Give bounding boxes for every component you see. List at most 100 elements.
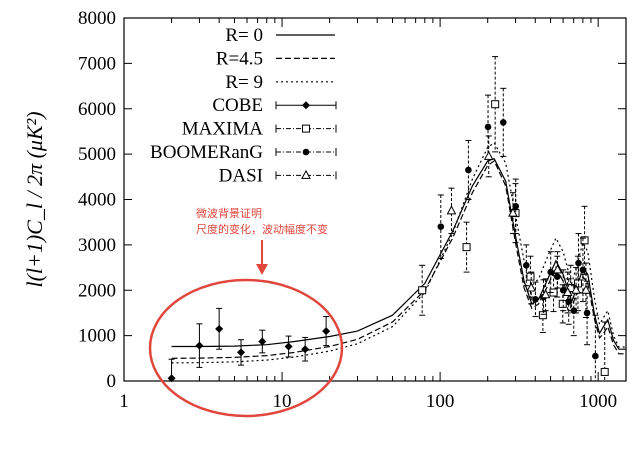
data-point-3-1 bbox=[195, 323, 204, 368]
data-point-6-2 bbox=[508, 192, 518, 235]
diamond-marker bbox=[301, 345, 310, 354]
circle-marker bbox=[523, 261, 530, 269]
data-point-3-5 bbox=[284, 335, 293, 358]
y-tick-label: 2000 bbox=[78, 280, 116, 301]
legend-entry-6: DASI bbox=[219, 165, 337, 186]
diamond-marker bbox=[215, 324, 224, 333]
curve-0 bbox=[171, 157, 626, 350]
data-point-6-0 bbox=[446, 187, 457, 235]
data-point-6-6 bbox=[562, 271, 573, 314]
legend-label: R= 0 bbox=[225, 25, 263, 46]
highlight-ellipse bbox=[148, 278, 344, 418]
diamond-marker bbox=[195, 341, 204, 350]
data-point-3-3 bbox=[237, 339, 246, 366]
y-tick-label: 3000 bbox=[78, 235, 116, 256]
legend-label: DASI bbox=[219, 165, 263, 186]
circle-marker bbox=[302, 148, 310, 156]
square-marker bbox=[538, 311, 547, 320]
legend-entry-2: R= 9 bbox=[225, 72, 335, 93]
data-point-5-5 bbox=[523, 244, 530, 287]
data-point-3-2 bbox=[215, 307, 224, 350]
diamond-marker bbox=[284, 342, 293, 351]
circle-marker bbox=[437, 223, 445, 231]
data-point-4-0 bbox=[418, 264, 427, 316]
legend-entry-5: BOOMERanG bbox=[150, 142, 337, 163]
data-point-4-10 bbox=[580, 205, 589, 275]
square-marker bbox=[526, 272, 535, 281]
square-marker bbox=[580, 236, 589, 245]
data-point-3-4 bbox=[258, 329, 267, 354]
diamond-marker bbox=[237, 348, 246, 357]
circle-marker bbox=[499, 119, 507, 126]
data-point-6-5 bbox=[552, 251, 563, 289]
data-point-3-7 bbox=[322, 316, 331, 347]
data-point-3-6 bbox=[301, 336, 310, 362]
y-tick-label: 7000 bbox=[78, 53, 116, 74]
x-tick-label: 1 bbox=[119, 391, 129, 412]
y-axis-label: l(l+1)C_l / 2π (μK²) bbox=[22, 111, 47, 287]
legend-label: R=4.5 bbox=[216, 48, 263, 69]
data-point-5-10 bbox=[559, 269, 567, 312]
data-point-5-0 bbox=[437, 194, 445, 259]
data-point-5-1 bbox=[465, 140, 472, 200]
circle-marker bbox=[465, 166, 472, 174]
data-point-5-2 bbox=[484, 94, 492, 160]
triangle-marker bbox=[552, 264, 563, 274]
circle-marker bbox=[575, 259, 582, 267]
x-tick-label: 100 bbox=[426, 391, 455, 412]
circle-marker bbox=[579, 266, 587, 274]
legend-label: BOOMERanG bbox=[150, 142, 263, 163]
square-marker bbox=[573, 279, 582, 288]
data-point-6-1 bbox=[483, 135, 494, 178]
y-tick-label: 4000 bbox=[78, 190, 116, 211]
y-tick-label: 8000 bbox=[78, 8, 116, 29]
circle-marker bbox=[484, 123, 492, 131]
data-point-5-11 bbox=[565, 278, 573, 325]
data-point-4-2 bbox=[491, 56, 500, 153]
legend-label: COBE bbox=[212, 95, 263, 116]
triangle-marker bbox=[446, 205, 457, 215]
data-point-4-5 bbox=[538, 297, 547, 333]
data-point-5-3 bbox=[499, 87, 507, 157]
triangle-marker bbox=[562, 286, 573, 297]
x-tick-label: 10 bbox=[273, 391, 292, 412]
square-marker bbox=[302, 124, 310, 133]
triangle-marker bbox=[581, 284, 591, 294]
data-point-6-8 bbox=[581, 262, 591, 318]
y-tick-label: 5000 bbox=[78, 144, 116, 165]
triangle-marker bbox=[483, 150, 494, 160]
data-point-6-4 bbox=[540, 278, 551, 312]
circle-marker bbox=[592, 352, 599, 360]
y-tick-label: 0 bbox=[107, 371, 117, 392]
triangle-marker bbox=[540, 289, 551, 299]
circle-marker bbox=[512, 203, 520, 210]
axes: 0 1000 2000 3000 4000 5000 6000 7000 8000 1 10 100 1… bbox=[22, 8, 627, 412]
circle-marker bbox=[559, 286, 567, 294]
data-points bbox=[167, 56, 609, 383]
circle-marker bbox=[565, 298, 573, 305]
legend-label: MAXIMA bbox=[182, 119, 264, 140]
legend-entry-0: R= 0 bbox=[225, 25, 335, 46]
triangle-marker bbox=[571, 284, 581, 294]
diamond-marker bbox=[302, 101, 310, 110]
circle-marker bbox=[553, 273, 561, 280]
square-marker bbox=[418, 286, 427, 295]
diamond-marker bbox=[322, 327, 331, 336]
circle-marker bbox=[547, 268, 555, 276]
triangle-marker bbox=[301, 169, 311, 179]
diamond-marker bbox=[258, 337, 267, 346]
legend-label: R= 9 bbox=[225, 72, 263, 93]
triangle-marker bbox=[508, 207, 518, 217]
square-marker bbox=[600, 367, 609, 376]
annotation-arrow-head bbox=[256, 264, 268, 275]
annotation-line-2: 尺度的变化，波动幅度不变 bbox=[196, 222, 328, 236]
square-marker bbox=[462, 243, 471, 252]
y-tick-label: 6000 bbox=[78, 99, 116, 120]
circle-marker bbox=[570, 307, 578, 314]
square-marker bbox=[491, 100, 500, 109]
data-point-4-1 bbox=[462, 221, 471, 273]
data-point-5-6 bbox=[532, 281, 539, 318]
